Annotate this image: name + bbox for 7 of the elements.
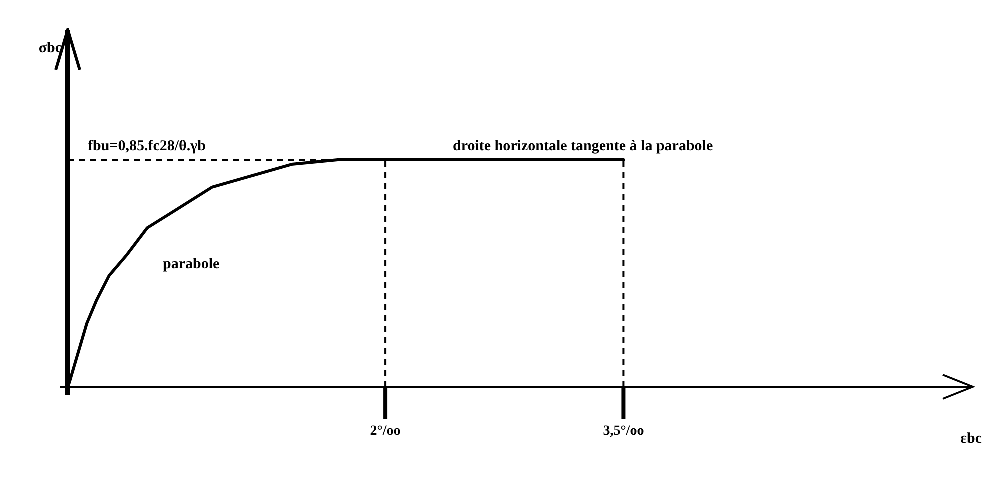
x-tick-label: 3,5°/oo (603, 424, 644, 440)
text: σbc (38, 40, 62, 56)
text: droite horizontale tangente à la parabole (453, 138, 714, 154)
x-axis-title: εbc (960, 431, 982, 448)
annotation: parabole (163, 256, 220, 272)
text: fbu=0,85.fc28/θ.γb (88, 138, 206, 154)
x-tick-label: 2°/oo (370, 424, 401, 440)
